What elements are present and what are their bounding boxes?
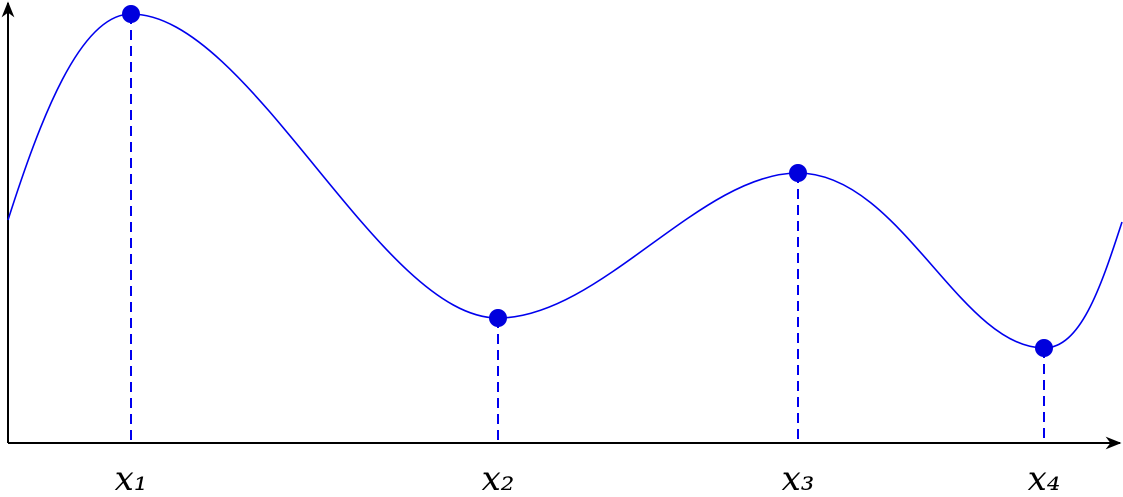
point-label: x₃ — [782, 459, 815, 497]
point — [789, 164, 807, 182]
curve — [7, 13, 1123, 349]
drop-lines — [130, 14, 1045, 443]
point — [122, 5, 140, 23]
point — [1035, 339, 1053, 357]
point — [489, 309, 507, 327]
point-label: x₂ — [482, 459, 515, 497]
point-label: x₁ — [115, 459, 148, 497]
points — [122, 5, 1053, 357]
point-label: x₄ — [1028, 459, 1061, 497]
